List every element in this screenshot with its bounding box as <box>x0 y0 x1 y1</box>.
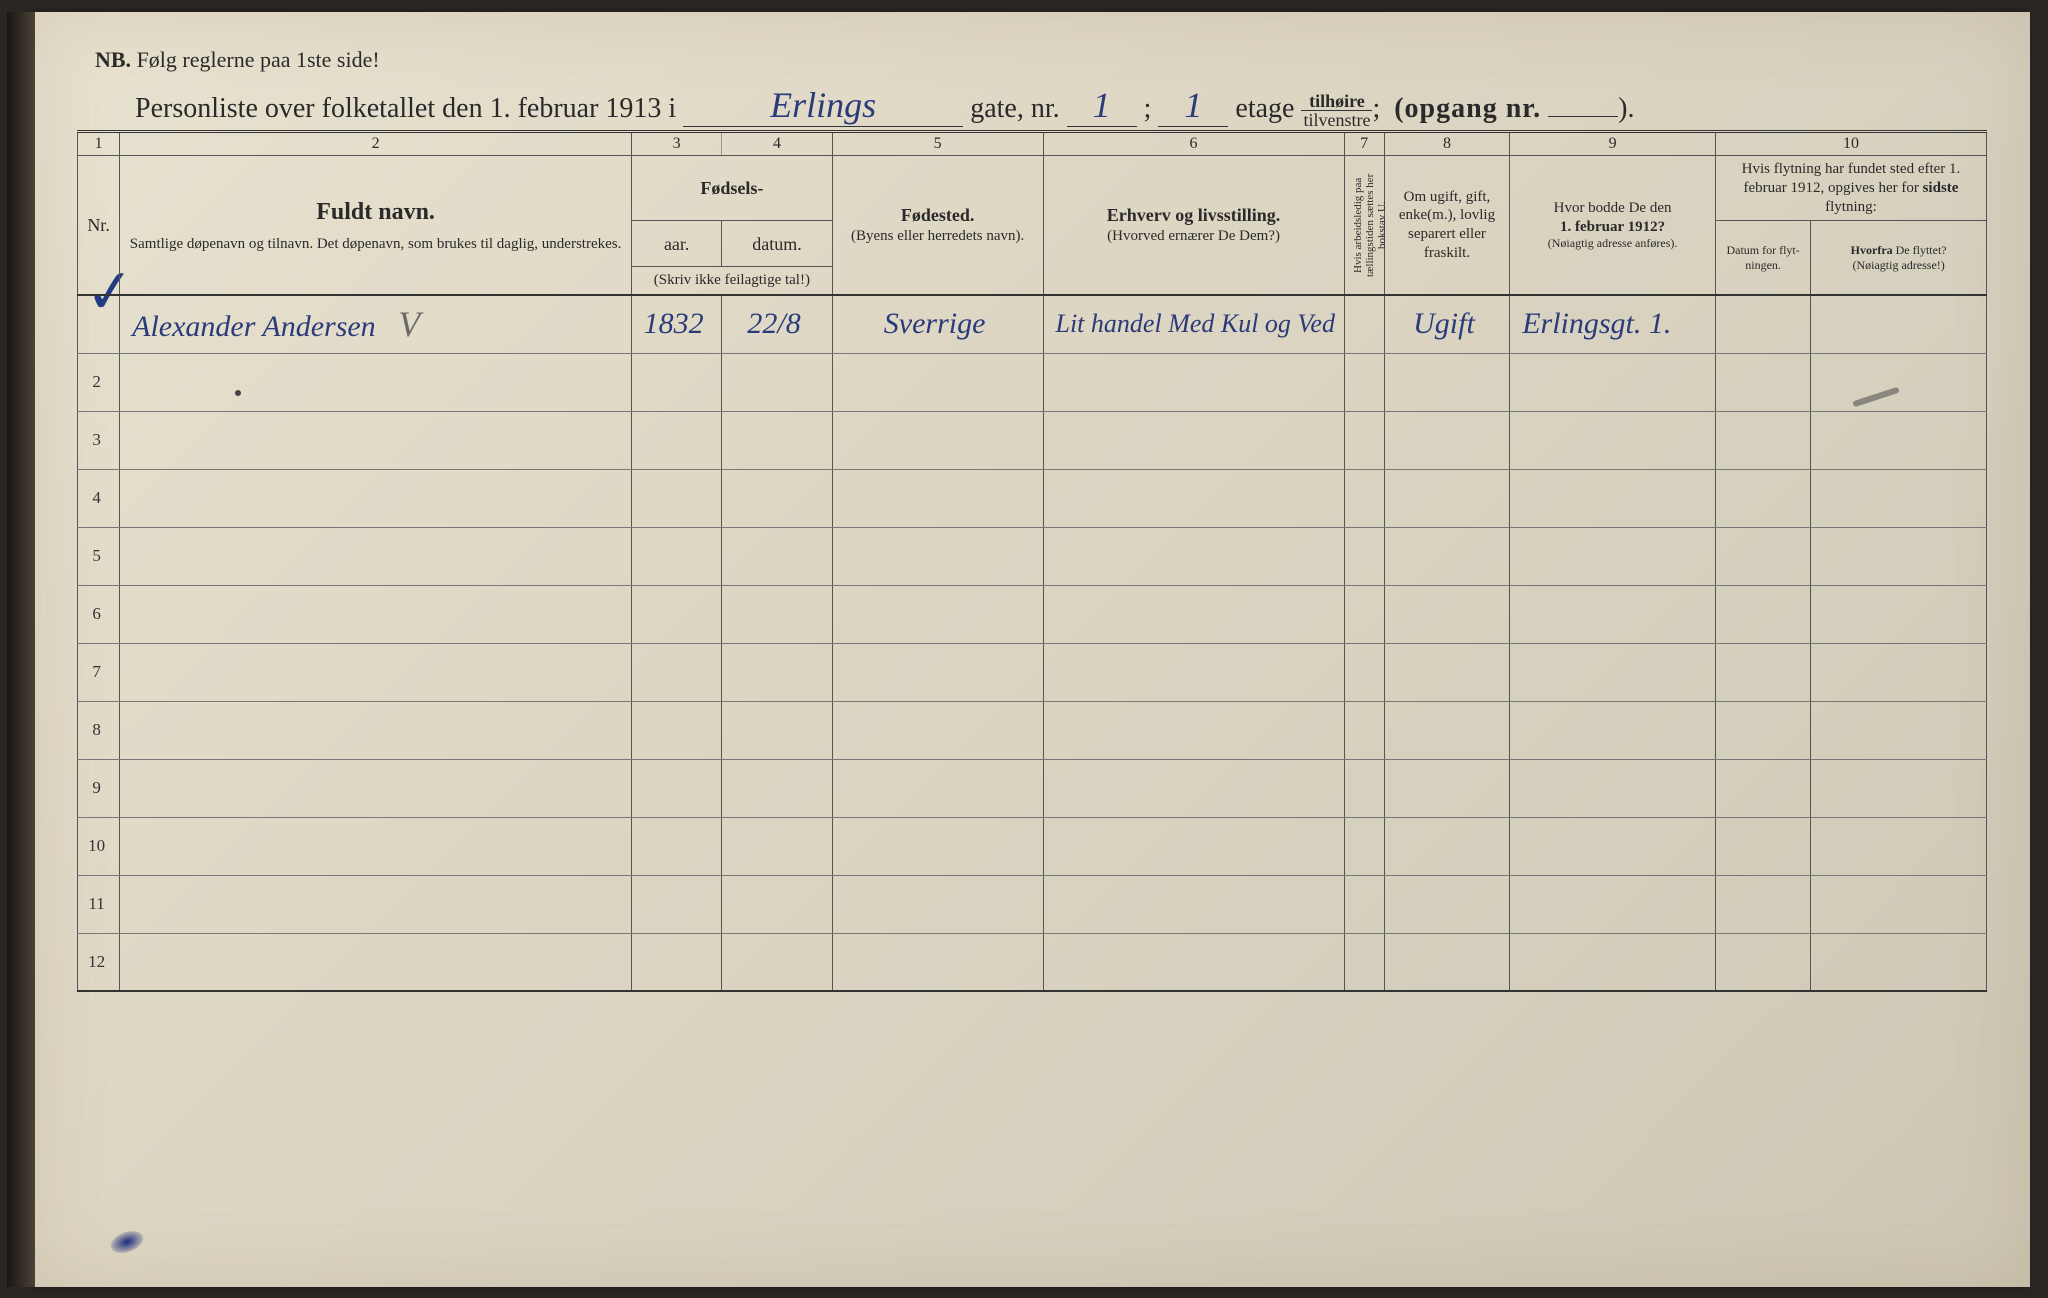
etage-handwritten: 1 <box>1184 85 1202 125</box>
table-row: 6 <box>78 585 1987 643</box>
table-row: 11 <box>78 875 1987 933</box>
cell-name: Alexander Andersen V <box>120 295 632 353</box>
colnum: 2 <box>120 132 632 156</box>
colnum: 8 <box>1384 132 1509 156</box>
nb-text: Følg reglerne paa 1ste side! <box>137 47 380 72</box>
table-row: 9 <box>78 759 1987 817</box>
title-prefix: Personliste over folketallet den 1. febr… <box>135 93 676 124</box>
hdr-vert: Hvis arbeidsledig paa tællingstiden sætt… <box>1344 156 1384 296</box>
hdr-ugift: Om ugift, gift, enke(m.), lovlig separer… <box>1384 156 1509 296</box>
colnum: 5 <box>832 132 1043 156</box>
colnum: 4 <box>722 132 832 156</box>
table-row: 4 <box>78 469 1987 527</box>
hdr-nr: Nr. <box>78 156 120 296</box>
colnum: 6 <box>1043 132 1344 156</box>
colnum: 1 <box>78 132 120 156</box>
row-nr: 11 <box>78 875 120 933</box>
nb-line: NB. Følg reglerne paa 1ste side! <box>95 47 380 73</box>
hdr-flyt-hvor: Hvorfra De flyttet?(Nøiagtig adresse!) <box>1811 221 1987 295</box>
etage-label: etage <box>1235 93 1294 124</box>
row-nr: 12 <box>78 933 120 991</box>
table-row: 12 <box>78 933 1987 991</box>
table-row: 5 <box>78 527 1987 585</box>
header-row-1: Nr. Fuldt navn. Samtlige døpenavn og til… <box>78 156 1987 221</box>
row-nr: 10 <box>78 817 120 875</box>
hdr-fuldt: Fuldt navn. Samtlige døpenavn og tilnavn… <box>120 156 632 296</box>
nb-prefix: NB. <box>95 47 131 72</box>
census-page: NB. Følg reglerne paa 1ste side! Personl… <box>35 12 2030 1287</box>
column-number-row: 1 2 3 4 5 6 7 8 9 10 <box>78 132 1987 156</box>
colnum: 9 <box>1510 132 1716 156</box>
colnum: 10 <box>1715 132 1986 156</box>
hdr-fodested: Fødested. (Byens eller herredets navn). <box>832 156 1043 296</box>
cell-flyt-dat <box>1715 295 1810 353</box>
semi: ; <box>1144 93 1152 124</box>
hdr-fodsels: Fødsels- <box>632 156 833 221</box>
ink-smudge <box>108 1227 147 1257</box>
cell-erhverv: Lit handel Med Kul og Ved <box>1043 295 1344 353</box>
title-line: Personliste over folketallet den 1. febr… <box>135 84 1955 129</box>
row-nr: 2 <box>78 353 120 411</box>
pencil-mark: V <box>398 304 420 344</box>
row-nr: 7 <box>78 643 120 701</box>
hdr-skriv: (Skriv ikke feilagtige tal!) <box>632 267 833 295</box>
hdr-flyt-dat: Datum for flyt-ningen. <box>1715 221 1810 295</box>
cell-flyt-hvor <box>1811 295 1987 353</box>
table-row: 3 <box>78 411 1987 469</box>
hdr-bodde: Hvor bodde De den1. februar 1912? (Nøiag… <box>1510 156 1716 296</box>
census-table-wrap: 1 2 3 4 5 6 7 8 9 10 Nr. Fuldt navn. Sam… <box>77 130 1987 992</box>
tilhoire-fraction: tilhøire tilvenstre <box>1301 92 1372 129</box>
table-row: 7 <box>78 643 1987 701</box>
hdr-aar: aar. <box>632 221 722 267</box>
hdr-datum: datum. <box>722 221 832 267</box>
row-nr: 9 <box>78 759 120 817</box>
row-nr: 4 <box>78 469 120 527</box>
colnum: 3 <box>632 132 722 156</box>
cell-c7 <box>1344 295 1384 353</box>
street-handwritten: Erlings <box>770 85 876 125</box>
hdr-erhverv: Erhverv og livsstilling. (Hvorved ernære… <box>1043 156 1344 296</box>
opgang-label: (opgang nr. <box>1394 93 1541 124</box>
semi2: ; <box>1372 93 1380 124</box>
colnum: 7 <box>1344 132 1384 156</box>
cell-datum: 22/8 <box>722 295 832 353</box>
table-row: 10 <box>78 817 1987 875</box>
gate-label: gate, nr. <box>970 93 1059 124</box>
table-row: 2 <box>78 353 1987 411</box>
row-nr: 6 <box>78 585 120 643</box>
cell-aar: 1832 <box>632 295 722 353</box>
close-paren: ). <box>1618 93 1634 124</box>
opgang-blank <box>1548 116 1618 117</box>
table-row: 8 <box>78 701 1987 759</box>
table-row: Alexander Andersen V 1832 22/8 Sverrige … <box>78 295 1987 353</box>
cell-bodde: Erlingsgt. 1. <box>1510 295 1716 353</box>
hdr-flyt: Hvis flytning har fundet sted efter 1. f… <box>1715 156 1986 221</box>
cell-ugift: Ugift <box>1384 295 1509 353</box>
cell-fodested: Sverrige <box>832 295 1043 353</box>
row-nr: 3 <box>78 411 120 469</box>
row-nr: 8 <box>78 701 120 759</box>
row-nr: 5 <box>78 527 120 585</box>
row-nr <box>78 295 120 353</box>
nr-handwritten: 1 <box>1093 85 1111 125</box>
census-table: 1 2 3 4 5 6 7 8 9 10 Nr. Fuldt navn. Sam… <box>77 130 1987 992</box>
